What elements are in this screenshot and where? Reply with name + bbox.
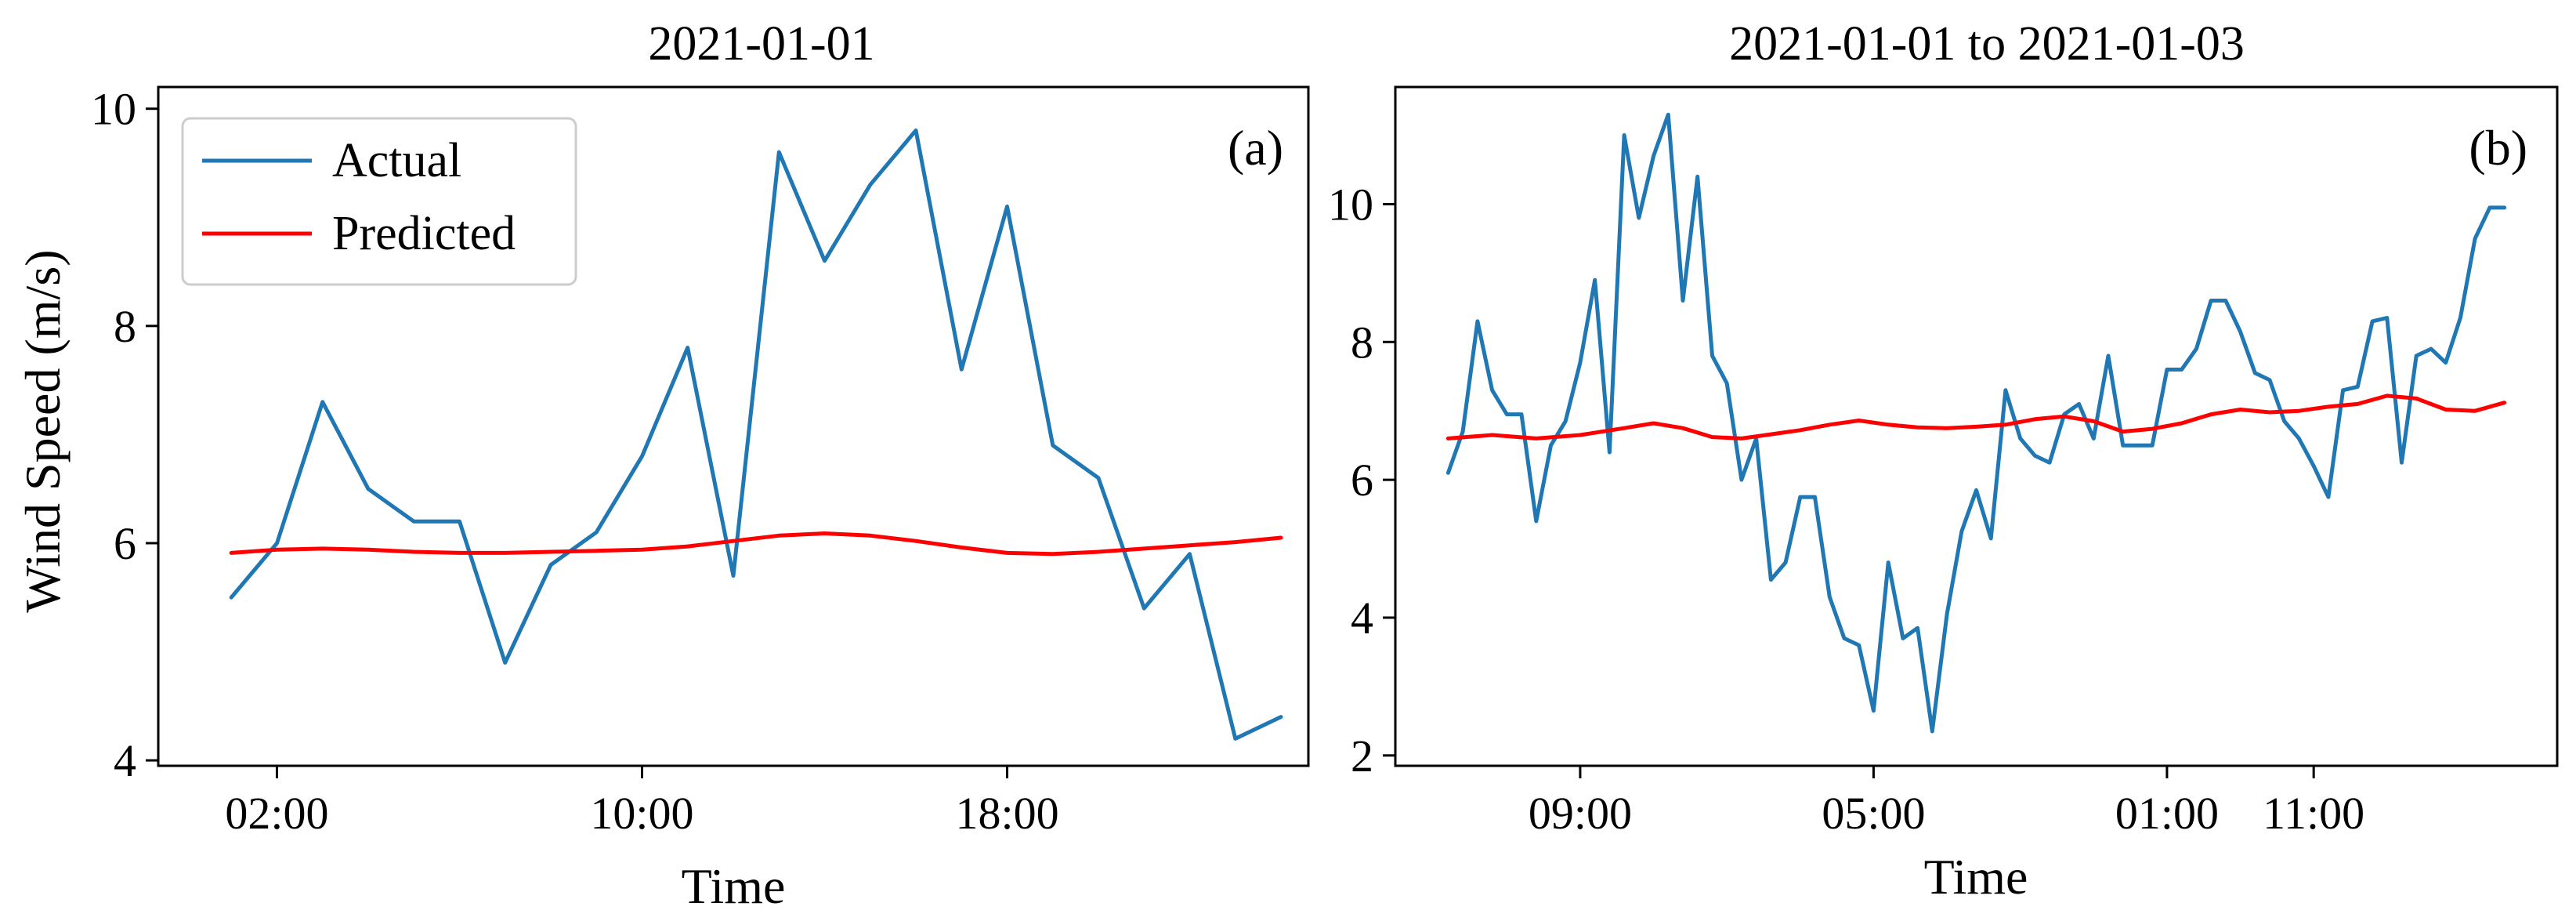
legend-predicted-label: Predicted: [332, 207, 516, 260]
panel-a-x-tick-label: 02:00: [225, 788, 328, 839]
panel-b-x-tick-label: 05:00: [1822, 788, 1925, 839]
panel-b-plot-area: 09:00 05:00 01:00 11:00 2 4 6 8 10: [1328, 112, 2507, 839]
panel-b-y-tick-label: 2: [1351, 731, 1373, 781]
panel-a-y-tick-label: 10: [91, 84, 136, 135]
panel-a-label: (a): [1228, 120, 1283, 176]
panel-b-series-actual-line: [1445, 112, 2507, 734]
panel-a-series-actual-line: [229, 128, 1283, 741]
panel-a-y-tick-label: 8: [114, 301, 136, 352]
panel-b-x-tick-label: 01:00: [2115, 788, 2219, 839]
panel-b-title: 2021-01-01 to 2021-01-03: [1729, 17, 2245, 71]
panel-b-label: (b): [2469, 120, 2527, 176]
panel-a-y-tick-label: 6: [114, 518, 136, 569]
panel-b-x-tick-label: 09:00: [1529, 788, 1632, 839]
panel-b-series-predicted-line: [1445, 393, 2507, 441]
panel-a-y-axis-label: Wind Speed (m/s): [15, 249, 71, 612]
panel-a-x-tick-label: 10:00: [590, 788, 693, 839]
panel-b-y-tick-label: 4: [1351, 593, 1373, 644]
panel-a-frame: [157, 85, 1310, 767]
legend-actual-label: Actual: [332, 134, 461, 187]
panel-a-x-axis-label: Time: [682, 858, 786, 914]
panel-b-frame: [1394, 85, 2559, 767]
panel-a-series-predicted-line: [229, 531, 1283, 557]
panel-a: 2021-01-01 02:00 10:00 18:00 4 6 8 10 (a) Time…: [15, 17, 1310, 914]
panel-b-y-tick-label: 10: [1328, 179, 1373, 230]
panel-a-gridless-area: 02:00 10:00 18:00 4 6 8 10: [91, 84, 1283, 839]
panel-a-x-tick-label: 18:00: [955, 788, 1058, 839]
panel-a-y-tick-label: 4: [114, 735, 136, 786]
panel-a-legend: Actual Predicted: [181, 117, 577, 286]
panel-a-title: 2021-01-01: [648, 17, 874, 71]
panel-b-x-tick-label: 11:00: [2263, 788, 2364, 839]
panel-b-x-axis-label: Time: [1924, 849, 2028, 905]
panel-b-y-tick-label: 8: [1351, 317, 1373, 368]
panel-b: 2021-01-01 to 2021-01-03 09:00 05:00 01:00…: [1328, 17, 2559, 905]
panel-b-y-tick-label: 6: [1351, 455, 1373, 506]
